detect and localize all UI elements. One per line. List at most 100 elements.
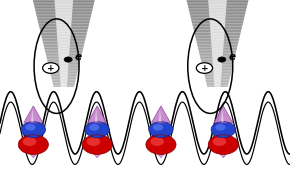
Polygon shape [39,28,88,29]
Polygon shape [192,22,243,23]
Polygon shape [187,4,248,5]
Polygon shape [88,106,107,123]
Polygon shape [61,84,67,85]
Polygon shape [214,84,221,85]
Circle shape [18,135,48,154]
Polygon shape [213,73,222,75]
Polygon shape [59,55,69,57]
Polygon shape [211,43,224,45]
Polygon shape [24,106,43,123]
Polygon shape [37,17,90,19]
Polygon shape [194,33,241,34]
Polygon shape [189,11,246,13]
Text: +: + [201,64,208,73]
Polygon shape [211,42,224,43]
Circle shape [43,63,59,73]
Polygon shape [193,25,242,26]
Polygon shape [211,37,224,39]
Polygon shape [213,67,222,69]
Polygon shape [210,19,225,20]
Polygon shape [200,58,235,60]
Polygon shape [60,79,67,81]
Polygon shape [58,54,69,55]
Polygon shape [48,64,79,66]
Circle shape [215,124,226,131]
Polygon shape [56,23,71,25]
Polygon shape [212,57,223,58]
Polygon shape [31,109,34,122]
Circle shape [87,137,100,146]
Polygon shape [46,54,82,55]
Polygon shape [206,82,229,84]
Polygon shape [39,26,88,28]
Polygon shape [51,76,77,78]
Polygon shape [194,29,241,31]
Polygon shape [211,36,224,37]
Polygon shape [60,72,68,73]
Polygon shape [48,66,79,67]
Polygon shape [206,81,229,82]
Polygon shape [60,82,67,84]
Polygon shape [211,34,224,36]
Polygon shape [57,33,71,34]
Polygon shape [58,48,70,49]
Polygon shape [60,78,68,79]
Polygon shape [210,22,225,23]
Polygon shape [35,10,93,11]
Polygon shape [203,67,232,69]
Polygon shape [50,73,77,75]
Polygon shape [212,51,223,52]
Polygon shape [202,64,233,66]
Polygon shape [45,52,82,54]
Polygon shape [208,1,227,2]
Polygon shape [199,51,236,52]
Polygon shape [58,46,70,48]
Polygon shape [44,46,84,48]
Polygon shape [57,39,70,40]
Polygon shape [60,73,68,75]
Polygon shape [187,2,248,4]
Polygon shape [45,51,83,52]
Polygon shape [204,72,231,73]
Polygon shape [57,40,70,42]
Polygon shape [187,1,248,2]
Polygon shape [95,109,98,122]
Polygon shape [213,61,222,63]
Polygon shape [41,33,87,34]
Circle shape [21,122,46,138]
Polygon shape [47,58,81,60]
Polygon shape [209,16,226,17]
Polygon shape [213,63,222,64]
Polygon shape [45,49,83,51]
Polygon shape [201,61,234,63]
Polygon shape [40,29,88,31]
Polygon shape [56,16,72,17]
Polygon shape [188,5,247,7]
Polygon shape [43,42,85,43]
Polygon shape [188,8,246,10]
Polygon shape [58,49,70,51]
Polygon shape [44,45,84,46]
Polygon shape [190,16,245,17]
Polygon shape [210,25,225,26]
Polygon shape [48,61,80,63]
Polygon shape [198,48,237,49]
Circle shape [25,124,36,131]
Polygon shape [195,34,240,36]
Polygon shape [190,13,245,14]
Polygon shape [212,55,223,57]
Polygon shape [55,4,73,5]
Polygon shape [213,60,222,61]
Polygon shape [199,52,236,54]
Circle shape [213,137,226,146]
Polygon shape [186,0,249,1]
Polygon shape [159,109,162,122]
Polygon shape [55,7,72,8]
Polygon shape [57,28,71,29]
Polygon shape [209,10,226,11]
Circle shape [218,57,226,62]
Polygon shape [56,20,72,22]
Polygon shape [59,57,69,58]
Polygon shape [211,33,224,34]
Polygon shape [151,106,171,123]
